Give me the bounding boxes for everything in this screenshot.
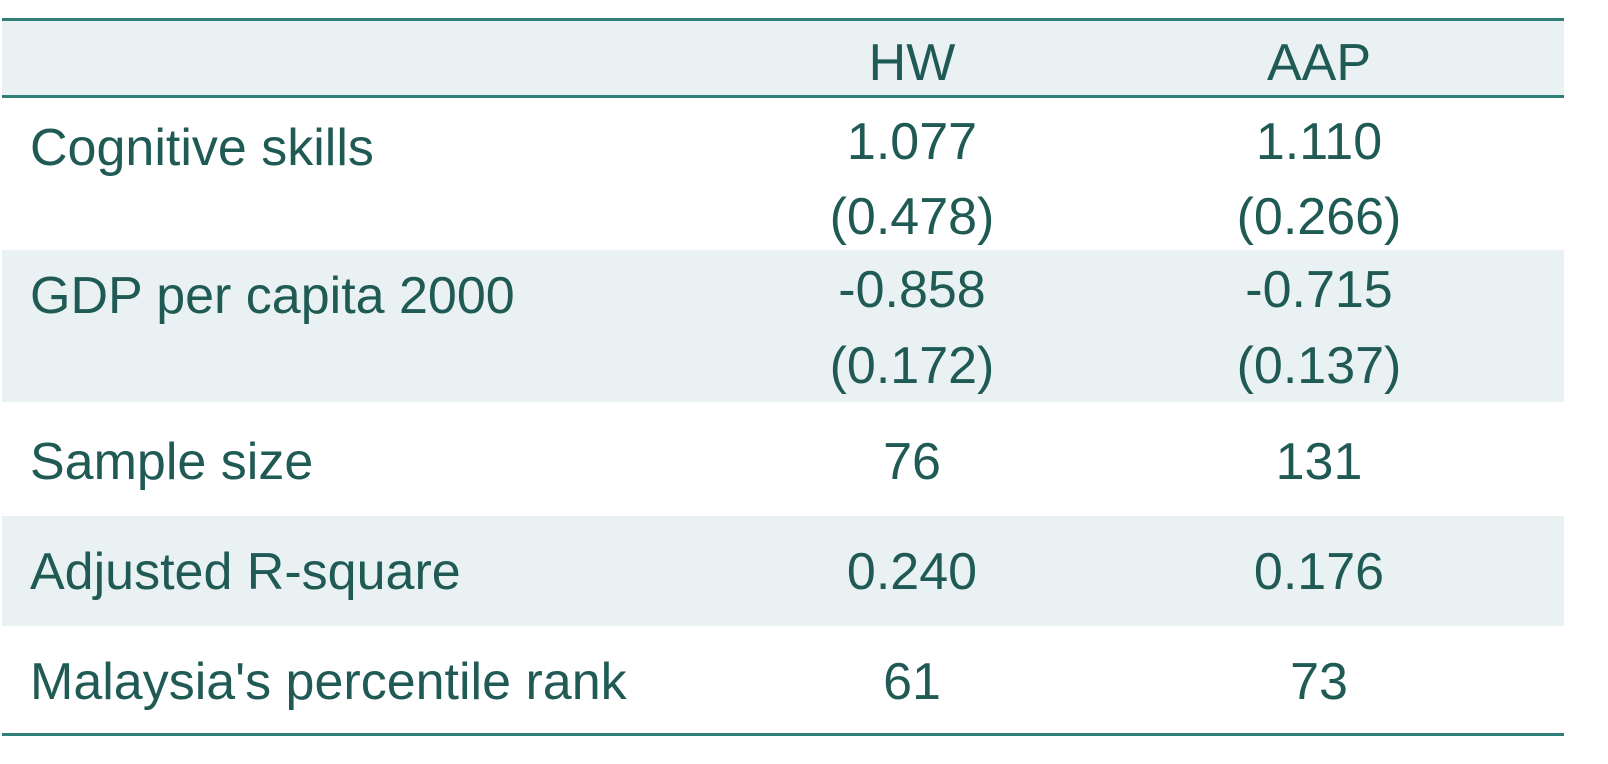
table-row: Malaysia's percentile rank 61 73 bbox=[2, 626, 1564, 736]
table-row: Adjusted R-square 0.240 0.176 bbox=[2, 516, 1564, 626]
table-row: GDP per capita 2000 -0.858 -0.715 (0.172… bbox=[2, 250, 1564, 402]
value-cell: 0.176 bbox=[1253, 543, 1385, 601]
row-label: Adjusted R-square bbox=[30, 543, 461, 601]
value-cell: 76 bbox=[883, 433, 941, 491]
table-header-row: HW AAP bbox=[2, 18, 1564, 98]
standard-error-value: (0.478) bbox=[829, 188, 995, 246]
standard-error-value: (0.172) bbox=[829, 337, 995, 395]
coefficient-value: -0.715 bbox=[1245, 261, 1393, 319]
table-row: Sample size 76 131 bbox=[2, 402, 1564, 516]
regression-table: HW AAP Cognitive skills 1.077 1.110 (0.4… bbox=[2, 18, 1564, 736]
column-header-aap: AAP bbox=[1266, 34, 1372, 92]
row-label: Cognitive skills bbox=[30, 119, 374, 177]
value-cell: 131 bbox=[1275, 433, 1363, 491]
value-cell: 61 bbox=[883, 653, 941, 711]
coefficient-value: 1.110 bbox=[1255, 113, 1383, 171]
standard-error-value: (0.266) bbox=[1236, 188, 1402, 246]
table-row: Cognitive skills 1.077 1.110 (0.478) (0.… bbox=[2, 98, 1564, 250]
row-label: GDP per capita 2000 bbox=[30, 267, 515, 325]
coefficient-value: 1.077 bbox=[846, 113, 978, 171]
row-label: Sample size bbox=[30, 433, 314, 491]
row-label: Malaysia's percentile rank bbox=[30, 653, 627, 711]
standard-error-value: (0.137) bbox=[1236, 337, 1402, 395]
column-header-hw: HW bbox=[868, 34, 956, 92]
coefficient-value: -0.858 bbox=[838, 261, 986, 319]
value-cell: 73 bbox=[1290, 653, 1348, 711]
value-cell: 0.240 bbox=[846, 543, 978, 601]
